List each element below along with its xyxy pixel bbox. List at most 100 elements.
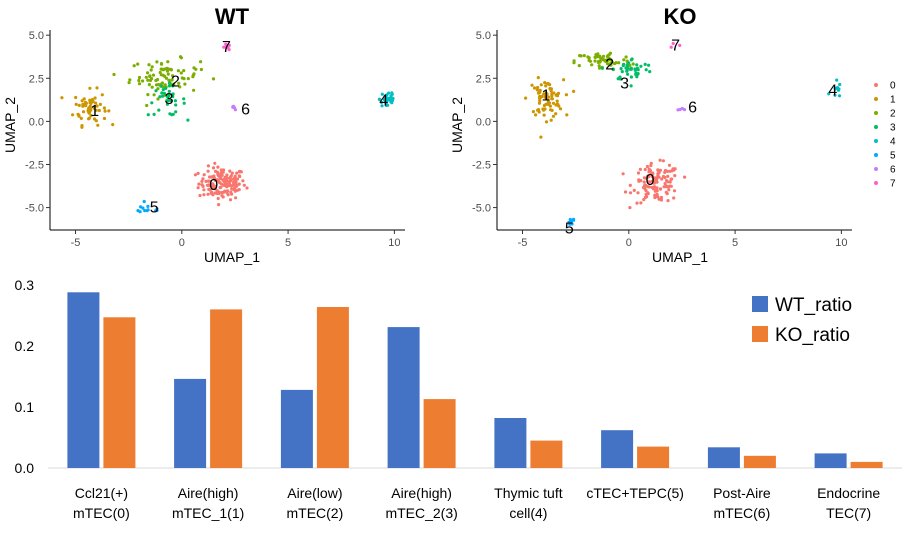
umap-point <box>224 42 228 46</box>
umap-point <box>102 116 107 121</box>
umap-point <box>565 113 569 117</box>
umap-point <box>218 173 222 177</box>
umap-point <box>207 187 211 191</box>
umap-point <box>96 123 100 127</box>
umap-point <box>383 100 387 104</box>
umap-point <box>213 161 217 165</box>
umap-point <box>546 95 551 99</box>
umap-point <box>93 96 97 100</box>
umap-point <box>648 70 652 74</box>
umap-point <box>656 172 660 176</box>
y-tick-label: -5.0 <box>472 203 491 215</box>
umap-point <box>661 159 666 163</box>
legend-label-1: 1 <box>890 95 896 106</box>
legend-label-0: 0 <box>890 81 896 92</box>
umap-point <box>598 60 602 64</box>
umap-point <box>838 82 842 87</box>
umap-point <box>538 88 542 92</box>
umap-point <box>647 63 651 67</box>
umap-point <box>152 112 156 116</box>
umap-point <box>219 168 223 172</box>
umap-point <box>620 70 624 74</box>
umap-point <box>197 182 201 186</box>
umap-point <box>572 61 576 65</box>
cluster-0-points <box>621 158 687 210</box>
umap-point <box>235 188 239 192</box>
cluster-label-7: 7 <box>222 39 231 56</box>
umap-point <box>827 92 831 96</box>
umap-point <box>199 60 203 64</box>
umap-point <box>539 135 543 139</box>
umap-point <box>201 177 205 181</box>
bar-WT_ratio-4 <box>494 418 527 468</box>
umap-point <box>206 164 210 168</box>
bar-WT_ratio-3 <box>387 327 420 468</box>
umap-point <box>602 54 606 58</box>
bar-WT_ratio-5 <box>601 430 634 468</box>
x-tick-label: 5 <box>285 237 291 249</box>
umap-point <box>167 84 171 88</box>
umap-point <box>132 64 136 68</box>
cluster-label-1: 1 <box>90 103 99 120</box>
umap-point <box>621 172 625 176</box>
umap-ko-ylabel: UMAP_2 <box>449 97 465 153</box>
umap-point <box>628 183 632 187</box>
cluster-0-points <box>193 161 249 207</box>
umap-point <box>234 196 238 200</box>
umap-point <box>91 99 95 103</box>
umap-point <box>79 116 83 120</box>
umap-point <box>228 198 233 202</box>
umap-point <box>100 93 104 97</box>
umap-point <box>182 69 186 73</box>
y-tick-label: 5.0 <box>476 30 491 42</box>
umap-point <box>198 193 202 198</box>
umap-point <box>551 101 556 105</box>
umap-point <box>536 108 540 112</box>
umap-point <box>572 217 576 221</box>
umap-point <box>390 101 394 105</box>
umap-point <box>183 82 187 86</box>
umap-point <box>186 118 190 122</box>
umap-point <box>600 66 605 70</box>
umap-point <box>669 45 673 49</box>
umap-point <box>603 59 607 63</box>
umap-point <box>219 182 223 186</box>
umap-point <box>219 185 223 189</box>
umap-point <box>171 84 175 88</box>
umap-point <box>94 101 98 105</box>
umap-point <box>538 99 542 103</box>
legend-swatch-7 <box>874 181 878 185</box>
umap-point <box>590 63 594 67</box>
umap-point <box>146 113 150 117</box>
cluster-2-points <box>572 51 635 72</box>
umap-point <box>233 186 237 190</box>
umap-point <box>624 55 628 59</box>
umap-point <box>593 59 597 63</box>
umap-point <box>209 191 214 195</box>
cluster-3-points <box>146 81 190 122</box>
umap-point <box>228 169 232 173</box>
bar-category-label: TEC(7) <box>826 505 871 521</box>
umap-legend: 0 1 2 3 4 5 6 7 <box>874 81 896 190</box>
umap-point <box>80 125 84 129</box>
umap-point <box>680 106 684 111</box>
umap-point <box>164 86 168 90</box>
umap-point <box>530 83 534 87</box>
umap-point <box>235 171 239 175</box>
bar-chart: 0.0 0.1 0.2 0.3 Ccl21(+) mTEC(0) Aire(high) mT… <box>15 277 902 521</box>
bar-KO_ratio-1 <box>210 309 243 468</box>
umap-point <box>619 67 623 71</box>
umap-point <box>202 188 206 192</box>
umap-point <box>174 103 178 107</box>
umap-point <box>668 180 672 184</box>
umap-point <box>649 161 653 165</box>
umap-point <box>618 77 623 81</box>
umap-point <box>835 78 839 82</box>
umap-point <box>596 53 600 57</box>
umap-point <box>683 175 687 179</box>
umap-point <box>628 63 632 67</box>
umap-point <box>656 195 660 199</box>
umap-point <box>149 68 153 72</box>
umap-point <box>837 94 842 98</box>
